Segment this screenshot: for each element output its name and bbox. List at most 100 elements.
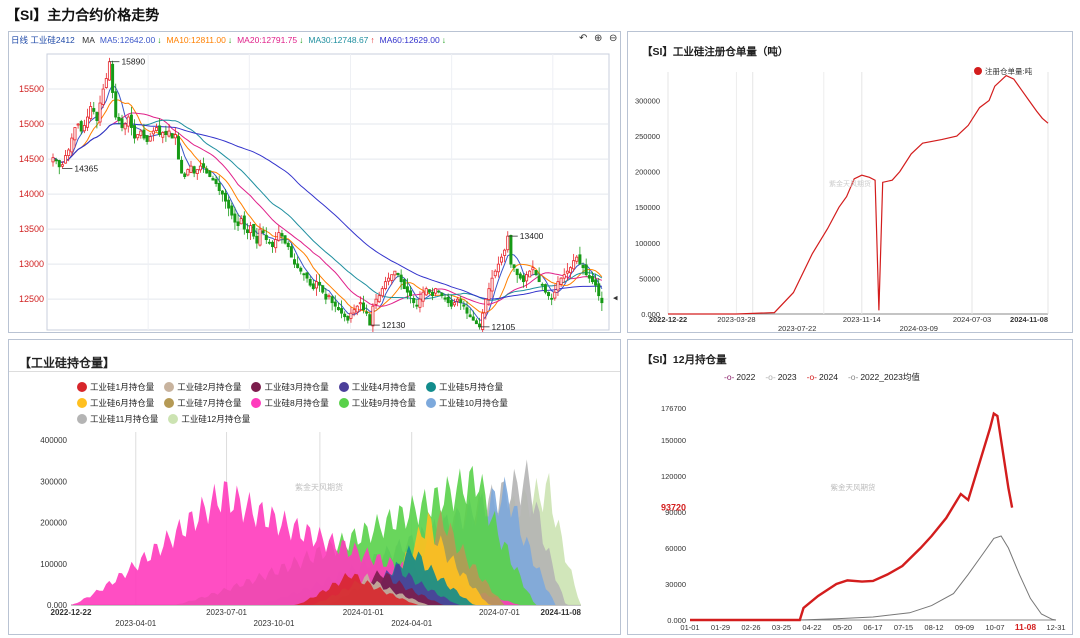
candle-body [465,307,469,314]
y-tick-label: 150000 [661,436,686,445]
series-2024-line [690,411,1014,622]
price-chart-panel: 日线 工业硅2412 MA MA5:12642.00 ↓ MA10:12811.00 ↓… [8,31,621,333]
candle-body [528,270,532,278]
holding-legend-item[interactable]: 工业硅11月持仓量 [77,413,158,425]
candle-body [515,268,519,276]
y-tick-label: 60000 [665,544,686,553]
holding-legend-item[interactable]: 工业硅10月持仓量 [425,397,508,409]
candle-body [446,297,450,304]
legend-color-dot [77,398,87,408]
warrant-chart[interactable]: 0.000 50000 100000 150000 200000 250000 300000… [628,32,1073,333]
candle-body [581,264,585,269]
legend-color-dot [338,382,349,392]
candle-body [67,149,71,156]
warrant-line [668,74,1049,315]
legend-color-dot [425,398,436,408]
candle-body [569,267,572,274]
candle-body [186,169,190,176]
price-chart[interactable]: 15500 15000 14500 14000 13500 13000 12500 15890… [9,32,621,333]
holding-legend-item[interactable]: 工业硅5月持仓量 [425,381,503,393]
candle-body [452,302,456,306]
ma-legend-item: MA30:12748.67 [308,35,369,45]
zoom-in-icon[interactable]: ⊕ [594,33,603,44]
x-tick-label: 2024-07-01 [479,608,520,617]
december-legend-item[interactable]: -o- 2022_2023均值 [848,371,920,383]
candle-body [98,102,102,123]
legend-line-marker: -o- [724,372,735,382]
legend-label: 工业硅8月持仓量 [264,398,329,408]
candle-body [578,254,582,265]
candle-body [383,281,387,289]
candle-body [487,288,491,300]
undo-icon[interactable]: ↶ [579,33,588,44]
candle-body [151,130,155,135]
candle-body [133,125,137,139]
december-chart-title: 【SI】12月持仓量 [642,354,727,366]
candle-body [308,279,312,286]
december-chart[interactable]: 0.000 30000 60000 90000 120000 150000 176700 01… [628,340,1073,635]
candle-body [198,165,202,171]
holding-legend-item[interactable]: 工业硅4月持仓量 [338,381,416,393]
watermark: 紫金天风期货 [295,482,343,492]
candle-body [421,291,425,302]
warrant-chart-title: 【SI】工业硅注册仓单量（吨） [642,46,789,58]
december-legend-item[interactable]: -o- 2022 [724,371,755,383]
candle-body [305,272,309,279]
candle-body [405,286,409,293]
candle-body [349,312,353,319]
holding-title-divider [9,371,620,372]
contract-label[interactable]: 日线 工业硅2412 [11,35,75,45]
legend-label: 工业硅6月持仓量 [90,398,155,408]
legend-color-dot [77,382,87,392]
candle-body [493,270,497,277]
december-legend-item[interactable]: -o- 2023 [765,371,796,383]
ma-line [52,99,603,314]
holding-legend-item[interactable]: 工业硅9月持仓量 [338,397,416,409]
legend-label: 工业硅1月持仓量 [90,382,155,392]
candle-body [264,234,268,241]
candle-body [192,166,196,174]
holding-legend-item[interactable]: 工业硅2月持仓量 [164,381,241,393]
candle-body [343,313,347,318]
candle-body [158,125,162,135]
holding-legend-item[interactable]: 工业硅1月持仓量 [77,381,154,393]
y-tick-label: 120000 [661,472,686,481]
candle-body [500,256,503,263]
holding-legend-item[interactable]: 工业硅8月持仓量 [251,397,329,409]
zoom-out-icon[interactable]: ⊖ [609,33,618,44]
candle-body [267,241,271,244]
legend-color-dot [251,382,262,392]
candle-body [553,291,557,299]
candle-body [509,235,513,265]
candle-body [79,121,83,132]
candle-body [296,263,300,269]
candle-body [587,275,591,279]
holding-legend-item[interactable]: 工业硅6月持仓量 [77,397,154,409]
candle-body [346,315,350,321]
y-tick-label: 300000 [635,96,660,105]
candle-body [161,132,165,138]
candle-body [565,270,569,274]
x-tick-label: 2024-11-08 [541,608,582,617]
candle-body [189,165,193,173]
watermark: 紫金天风期货 [829,179,871,188]
holding-legend-item[interactable]: 工业硅3月持仓量 [251,381,329,393]
x-tick-label: 2024-01-01 [343,608,384,617]
legend-label: 工业硅7月持仓量 [177,398,242,408]
x-tick-label: 06-17 [863,623,882,632]
candle-body [462,304,466,307]
candle-body [170,133,174,139]
holding-title-text: 工业硅持仓量 [31,356,104,370]
holding-legend-item[interactable]: 工业硅7月持仓量 [164,397,241,409]
ma-line [52,119,603,301]
x-tick-label: 03-25 [772,623,791,632]
december-legend-item[interactable]: -o- 2024 [807,371,838,383]
holding-chart[interactable]: 0.000 100000 200000 300000 400000 2022-12-22 2… [9,340,621,635]
y-tick-label: 14500 [19,154,44,164]
candle-body [76,123,80,126]
y-tick-label: 15000 [19,119,44,129]
holding-legend-item[interactable]: 工业硅12月持仓量 [168,413,250,425]
candle-body [211,177,215,181]
candle-body [374,298,378,305]
candle-body [434,288,438,294]
